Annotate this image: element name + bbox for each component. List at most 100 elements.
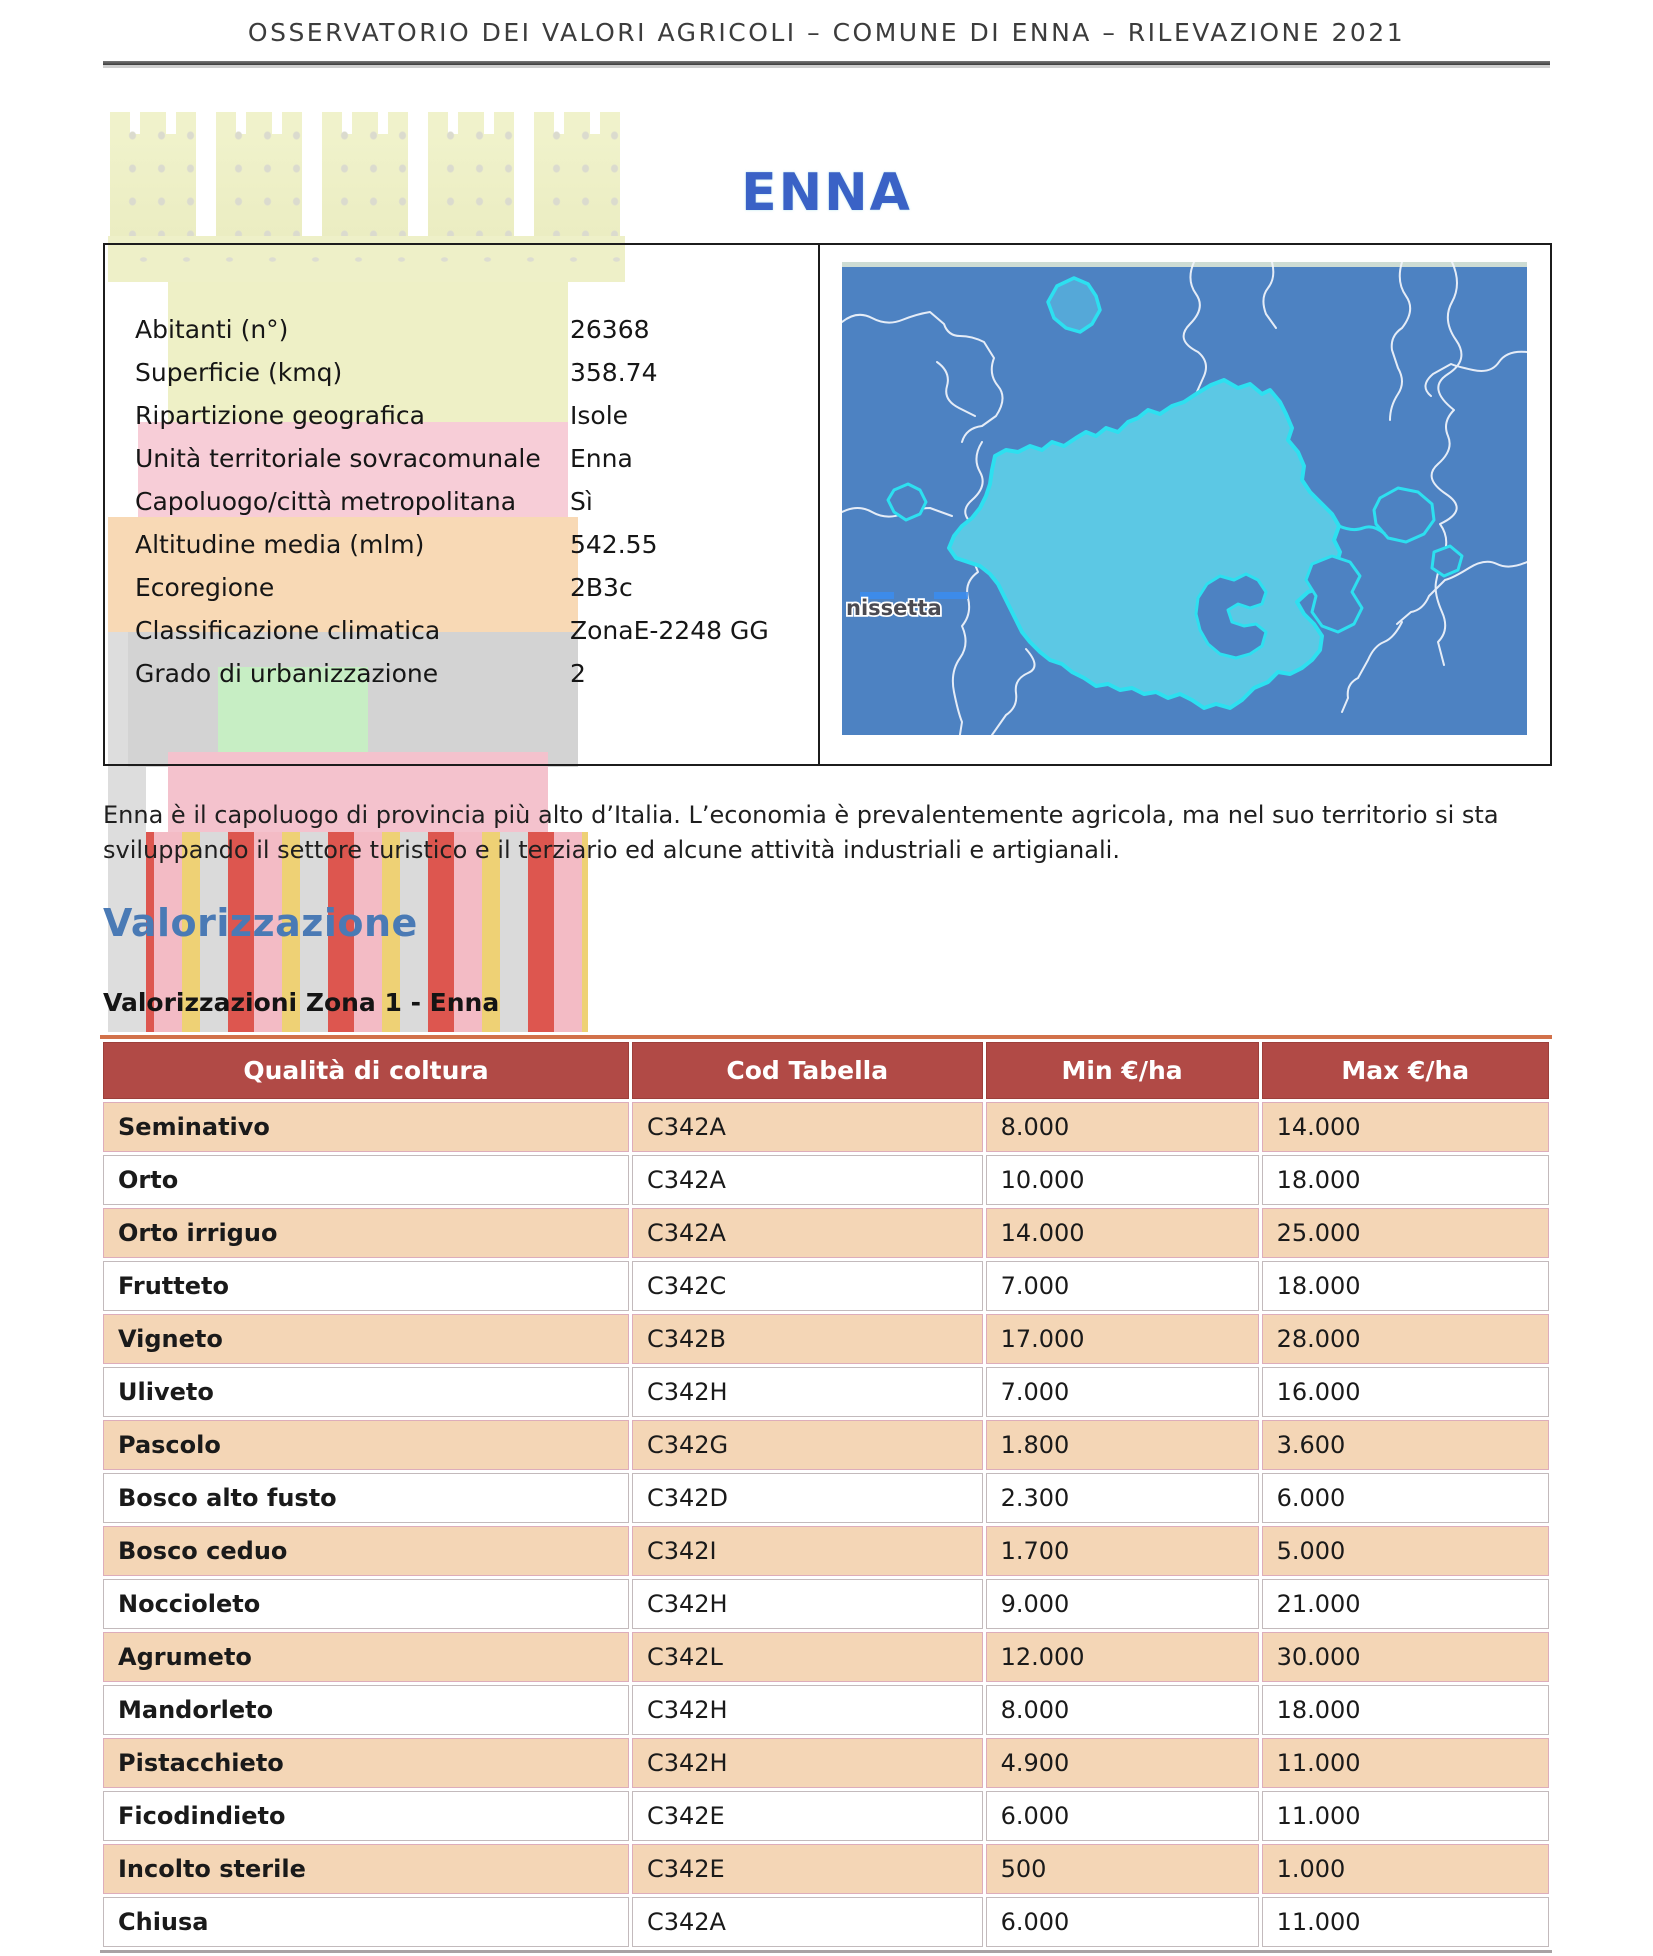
cell-qualita-di-coltura: Ficodindieto xyxy=(103,1791,629,1841)
crown-tower-icon xyxy=(216,112,302,236)
info-value: ZonaE-2248 GG xyxy=(570,616,769,645)
municipality-info-box: Abitanti (n°) 26368 Superficie (kmq) 358… xyxy=(103,243,1552,766)
info-label: Ripartizione geografica xyxy=(135,401,425,430)
info-value: Enna xyxy=(570,444,633,473)
table-header-row: Qualità di coltura Cod Tabella Min €/ha … xyxy=(103,1042,1549,1099)
crown-tower-icon xyxy=(428,112,514,236)
cell-max-euro-ha: 1.000 xyxy=(1261,1844,1549,1894)
cell-qualita-di-coltura: Agrumeto xyxy=(103,1632,629,1682)
crown-tower-icon xyxy=(322,112,408,236)
col-header-max-euro-ha: Max €/ha xyxy=(1261,1042,1549,1099)
cell-max-euro-ha: 30.000 xyxy=(1261,1632,1549,1682)
cell-qualita-di-coltura: Uliveto xyxy=(103,1367,629,1417)
info-label: Superficie (kmq) xyxy=(135,358,343,387)
cell-cod-tabella: C342D xyxy=(631,1473,983,1523)
cell-min-euro-ha: 6.000 xyxy=(985,1791,1259,1841)
cell-min-euro-ha: 9.000 xyxy=(985,1579,1259,1629)
cell-max-euro-ha: 6.000 xyxy=(1261,1473,1549,1523)
cell-min-euro-ha: 7.000 xyxy=(985,1367,1259,1417)
cell-max-euro-ha: 25.000 xyxy=(1261,1208,1549,1258)
table-row: Mandorleto C342H 8.000 18.000 xyxy=(103,1685,1549,1735)
table-row: Pascolo C342G 1.800 3.600 xyxy=(103,1420,1549,1470)
info-value: 358.74 xyxy=(570,358,658,387)
cell-cod-tabella: C342L xyxy=(631,1632,983,1682)
cell-max-euro-ha: 18.000 xyxy=(1261,1261,1549,1311)
info-row: Unità territoriale sovracomunale Enna xyxy=(135,438,818,481)
cell-min-euro-ha: 14.000 xyxy=(985,1208,1259,1258)
info-label: Classificazione climatica xyxy=(135,616,441,645)
cell-max-euro-ha: 11.000 xyxy=(1261,1897,1549,1947)
info-label: Grado di urbanizzazione xyxy=(135,659,439,688)
table-row: Chiusa C342A 6.000 11.000 xyxy=(103,1897,1549,1947)
cell-qualita-di-coltura: Orto xyxy=(103,1155,629,1205)
cell-qualita-di-coltura: Pascolo xyxy=(103,1420,629,1470)
city-title: ENNA xyxy=(741,162,912,223)
cell-qualita-di-coltura: Vigneto xyxy=(103,1314,629,1364)
col-header-min-euro-ha: Min €/ha xyxy=(985,1042,1259,1099)
info-label: Ecoregione xyxy=(135,573,275,602)
info-row: Ripartizione geografica Isole xyxy=(135,395,818,438)
description-paragraph: Enna è il capoluogo di provincia più alt… xyxy=(103,801,1499,864)
cell-cod-tabella: C342C xyxy=(631,1261,983,1311)
cell-min-euro-ha: 4.900 xyxy=(985,1738,1259,1788)
cell-max-euro-ha: 28.000 xyxy=(1261,1314,1549,1364)
info-row: Abitanti (n°) 26368 xyxy=(135,309,818,352)
info-row: Classificazione climatica ZonaE-2248 GG xyxy=(135,610,818,653)
col-header-qualita-di-coltura: Qualità di coltura xyxy=(103,1042,629,1099)
info-value: 26368 xyxy=(570,315,650,344)
cell-cod-tabella: C342A xyxy=(631,1155,983,1205)
table-caption: Valorizzazioni Zona 1 - Enna xyxy=(103,988,500,1017)
cell-cod-tabella: C342E xyxy=(631,1844,983,1894)
table-row: Bosco ceduo C342I 1.700 5.000 xyxy=(103,1526,1549,1576)
cell-max-euro-ha: 11.000 xyxy=(1261,1738,1549,1788)
cell-max-euro-ha: 5.000 xyxy=(1261,1526,1549,1576)
info-value: 542.55 xyxy=(570,530,658,559)
cell-cod-tabella: C342E xyxy=(631,1791,983,1841)
cell-cod-tabella: C342A xyxy=(631,1897,983,1947)
cell-qualita-di-coltura: Chiusa xyxy=(103,1897,629,1947)
section-heading-valorizzazione: Valorizzazione xyxy=(103,901,418,945)
cell-max-euro-ha: 11.000 xyxy=(1261,1791,1549,1841)
cell-qualita-di-coltura: Bosco ceduo xyxy=(103,1526,629,1576)
cell-min-euro-ha: 6.000 xyxy=(985,1897,1259,1947)
info-row: Grado di urbanizzazione 2 xyxy=(135,653,818,696)
cell-min-euro-ha: 12.000 xyxy=(985,1632,1259,1682)
info-label: Capoluogo/città metropolitana xyxy=(135,487,517,516)
cell-max-euro-ha: 18.000 xyxy=(1261,1685,1549,1735)
cell-min-euro-ha: 1.700 xyxy=(985,1526,1259,1576)
cell-min-euro-ha: 2.300 xyxy=(985,1473,1259,1523)
cell-cod-tabella: C342B xyxy=(631,1314,983,1364)
table-row: Ficodindieto C342E 6.000 11.000 xyxy=(103,1791,1549,1841)
cell-cod-tabella: C342A xyxy=(631,1102,983,1152)
cell-min-euro-ha: 8.000 xyxy=(985,1685,1259,1735)
info-value: 2B3c xyxy=(570,573,633,602)
table-row: Seminativo C342A 8.000 14.000 xyxy=(103,1102,1549,1152)
cell-min-euro-ha: 1.800 xyxy=(985,1420,1259,1470)
cell-max-euro-ha: 16.000 xyxy=(1261,1367,1549,1417)
table-row: Pistacchieto C342H 4.900 11.000 xyxy=(103,1738,1549,1788)
col-header-cod-tabella: Cod Tabella xyxy=(631,1042,983,1099)
cell-min-euro-ha: 500 xyxy=(985,1844,1259,1894)
info-value: 2 xyxy=(570,659,586,688)
table-row: Noccioleto C342H 9.000 21.000 xyxy=(103,1579,1549,1629)
cell-max-euro-ha: 14.000 xyxy=(1261,1102,1549,1152)
coat-of-arms-image xyxy=(108,112,625,1032)
cell-cod-tabella: C342H xyxy=(631,1579,983,1629)
map-label-nissetta: nissetta xyxy=(846,596,942,620)
table-row: Vigneto C342B 17.000 28.000 xyxy=(103,1314,1549,1364)
cell-cod-tabella: C342G xyxy=(631,1420,983,1470)
cell-min-euro-ha: 17.000 xyxy=(985,1314,1259,1364)
document-title: OSSERVATORIO DEI VALORI AGRICOLI – COMUN… xyxy=(247,18,1406,47)
cell-qualita-di-coltura: Noccioleto xyxy=(103,1579,629,1629)
cell-qualita-di-coltura: Orto irriguo xyxy=(103,1208,629,1258)
cell-min-euro-ha: 7.000 xyxy=(985,1261,1259,1311)
table-row: Orto irriguo C342A 14.000 25.000 xyxy=(103,1208,1549,1258)
table-row: Orto C342A 10.000 18.000 xyxy=(103,1155,1549,1205)
cell-cod-tabella: C342H xyxy=(631,1738,983,1788)
cell-qualita-di-coltura: Frutteto xyxy=(103,1261,629,1311)
info-row: Ecoregione 2B3c xyxy=(135,567,818,610)
municipality-stats: Abitanti (n°) 26368 Superficie (kmq) 358… xyxy=(105,245,818,764)
cell-qualita-di-coltura: Incolto sterile xyxy=(103,1844,629,1894)
table-row: Frutteto C342C 7.000 18.000 xyxy=(103,1261,1549,1311)
